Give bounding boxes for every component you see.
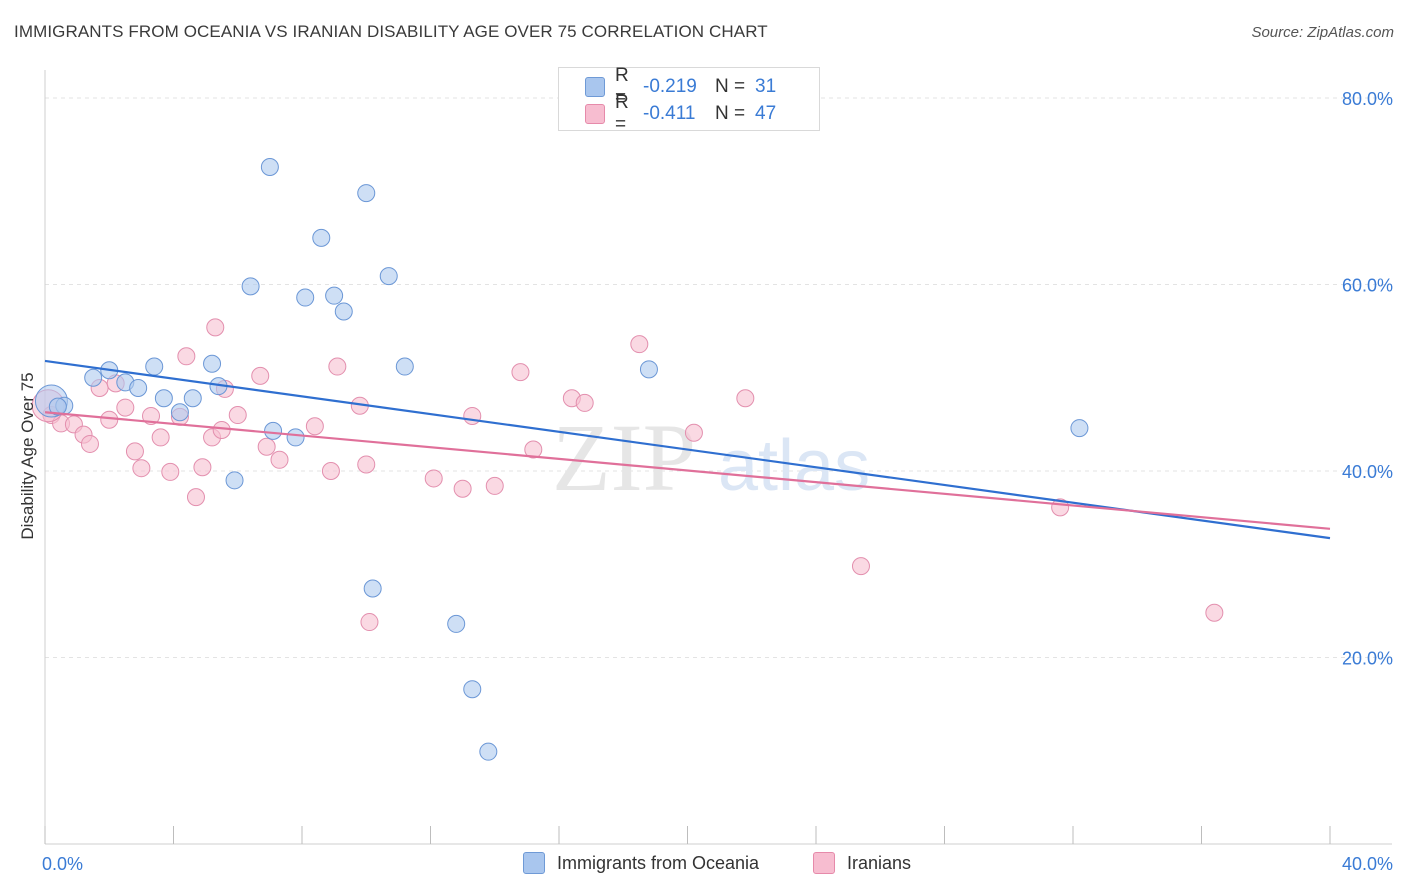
y-tick-label: 40.0%: [1342, 462, 1393, 482]
legend-r-value: -0.219: [643, 76, 697, 97]
oceania-point: [357, 184, 376, 203]
iranian-point: [228, 406, 247, 425]
legend-n-value: 47: [755, 103, 777, 124]
iranian-point: [132, 459, 151, 478]
iranian-point: [305, 417, 324, 436]
grid-lines: [45, 97, 1392, 658]
iranian-point: [851, 557, 870, 576]
series-swatch-iranians: [813, 852, 835, 874]
legend-box: R = -0.219 N = 31 R = -0.411 N = 47: [558, 65, 820, 135]
oceania-point: [639, 360, 658, 379]
iranian-point: [80, 434, 99, 453]
iranian-point: [357, 455, 376, 474]
axes: [44, 70, 1392, 845]
legend-swatch-oceania: [585, 77, 605, 97]
oceania-point: [264, 421, 283, 440]
data-points: [31, 157, 1224, 761]
oceania-point: [183, 389, 202, 408]
iranian-point: [1205, 603, 1224, 622]
legend-n-value: 31: [755, 76, 777, 97]
watermark: ZIP atlas: [552, 404, 870, 511]
oceania-point: [286, 428, 305, 447]
watermark-atlas: atlas: [718, 426, 870, 506]
trend-lines: [44, 359, 1331, 540]
iranian-point: [125, 442, 144, 461]
series-name-oceania: Immigrants from Oceania: [557, 852, 760, 873]
iranian-point: [463, 406, 482, 425]
legend-row-iranians: R = -0.411 N = 47: [585, 92, 777, 135]
iranian-point: [453, 479, 472, 498]
oceania-point: [1070, 419, 1089, 438]
oceania-point: [334, 302, 353, 321]
iranian-point: [177, 347, 196, 366]
series-legend: Immigrants from Oceania Iranians: [0, 852, 1406, 878]
x-tick-label: 0.0%: [42, 854, 83, 874]
oceania-point: [225, 471, 244, 490]
oceania-point: [241, 277, 260, 296]
legend-row-oceania: R = -0.219 N = 31: [585, 65, 777, 108]
oceania-point: [379, 267, 398, 286]
oceania-point: [154, 389, 173, 408]
oceania-point: [48, 397, 67, 416]
y-tick-label: 20.0%: [1342, 648, 1393, 668]
iranian-point: [630, 335, 649, 354]
oceania-point: [363, 579, 382, 598]
tick-labels: 20.0% 40.0% 60.0% 80.0% 0.0% 40.0%: [42, 89, 1393, 874]
iranian-point: [161, 462, 180, 481]
oceania-point: [145, 357, 164, 376]
legend-n-label: N =: [715, 76, 746, 97]
trend-line-iranians: [44, 411, 1331, 530]
oceania-point: [463, 680, 482, 699]
oceania-point: [325, 286, 344, 305]
iranian-point: [212, 420, 231, 439]
legend-r-label: R =: [615, 92, 629, 135]
y-tick-label: 80.0%: [1342, 89, 1393, 109]
iranian-point: [193, 458, 212, 477]
iranian-point: [151, 428, 170, 447]
oceania-point: [129, 378, 148, 397]
iranian-point: [524, 440, 543, 459]
legend-swatch-iranians: [585, 104, 605, 124]
legend-r-value: -0.411: [643, 103, 696, 124]
series-swatch-oceania: [523, 852, 545, 874]
iranian-point: [257, 437, 276, 456]
iranian-point: [360, 613, 379, 632]
iranian-point: [206, 318, 225, 337]
legend-r-label: R =: [615, 65, 629, 108]
series-name-iranians: Iranians: [847, 852, 912, 873]
iranian-point: [511, 363, 530, 382]
oceania-point: [260, 157, 279, 176]
x-tick-label: 40.0%: [1342, 854, 1393, 874]
series-legend-iranians[interactable]: Iranians: [813, 852, 911, 874]
iranian-point: [736, 389, 755, 408]
oceania-point: [296, 288, 315, 307]
iranian-point: [186, 488, 205, 507]
oceania-point: [203, 354, 222, 373]
iranian-point: [142, 406, 161, 425]
source-label: Source: ZipAtlas.com: [1251, 24, 1394, 41]
oceania-point: [312, 228, 331, 247]
oceania-point: [84, 368, 103, 387]
oceania-point: [479, 742, 498, 761]
iranian-point: [485, 476, 504, 495]
iranian-point: [424, 469, 443, 488]
chart-title: IMMIGRANTS FROM OCEANIA VS IRANIAN DISAB…: [14, 22, 768, 41]
legend-n-label: N =: [715, 103, 746, 124]
iranian-point: [575, 393, 594, 412]
iranian-point: [116, 398, 135, 417]
iranian-point: [270, 450, 289, 469]
y-tick-label: 60.0%: [1342, 275, 1393, 295]
watermark-zip: ZIP: [552, 404, 696, 511]
iranian-point: [251, 366, 270, 385]
iranian-point: [684, 423, 703, 442]
series-legend-oceania[interactable]: Immigrants from Oceania: [523, 852, 759, 874]
oceania-point: [395, 357, 414, 376]
y-axis-label: Disability Age Over 75: [18, 372, 37, 539]
iranian-point: [321, 461, 340, 480]
oceania-point: [447, 614, 466, 633]
oceania-point: [170, 403, 189, 422]
iranian-point: [328, 357, 347, 376]
